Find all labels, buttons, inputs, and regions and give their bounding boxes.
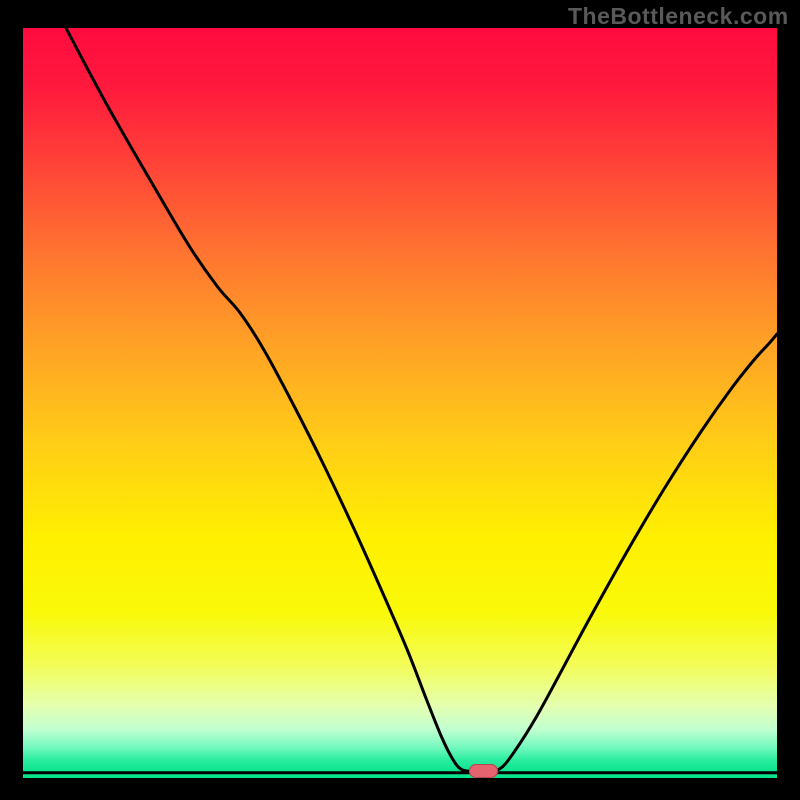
chart-svg xyxy=(23,28,777,778)
brand-watermark: TheBottleneck.com xyxy=(568,3,789,30)
optimal-point-marker xyxy=(469,764,498,778)
chart-background-gradient xyxy=(23,28,777,778)
chart-plot-area xyxy=(23,28,777,778)
